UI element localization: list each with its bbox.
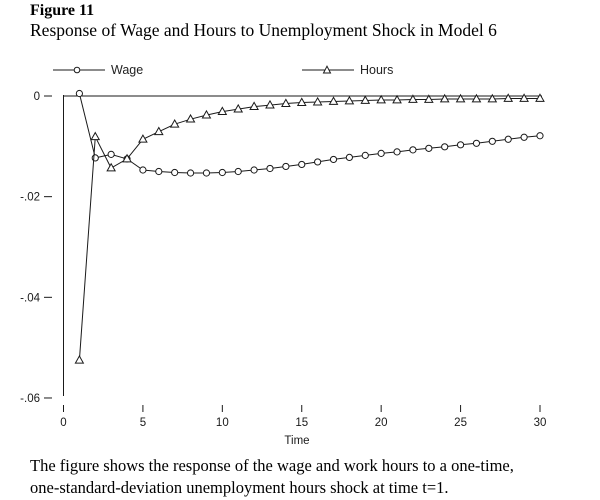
svg-text:0: 0 xyxy=(60,417,66,429)
legend-label-hours: Hours xyxy=(360,63,394,77)
figure-caption: The figure shows the response of the wag… xyxy=(30,455,590,499)
svg-text:10: 10 xyxy=(216,417,229,429)
svg-text:20: 20 xyxy=(375,417,388,429)
svg-text:-.02: -.02 xyxy=(20,192,40,204)
svg-text:15: 15 xyxy=(295,417,308,429)
caption-line-1: The figure shows the response of the wag… xyxy=(30,456,514,475)
svg-text:0: 0 xyxy=(34,91,40,103)
triangle-marker-icon xyxy=(302,65,354,74)
svg-text:25: 25 xyxy=(454,417,467,429)
caption-line-2: one-standard-deviation unemployment hour… xyxy=(30,478,449,497)
legend-item-wage: Wage xyxy=(53,63,143,77)
circle-marker-icon xyxy=(53,66,105,74)
svg-text:30: 30 xyxy=(534,417,547,429)
svg-text:5: 5 xyxy=(140,417,146,429)
svg-text:-.04: -.04 xyxy=(20,292,40,304)
svg-text:-.06: -.06 xyxy=(20,393,40,405)
figure-title: Response of Wage and Hours to Unemployme… xyxy=(30,20,497,40)
figure-number: Figure 11 xyxy=(30,2,95,19)
svg-text:Time: Time xyxy=(284,435,309,447)
legend-item-hours: Hours xyxy=(302,63,393,77)
legend-label-wage: Wage xyxy=(111,63,144,77)
